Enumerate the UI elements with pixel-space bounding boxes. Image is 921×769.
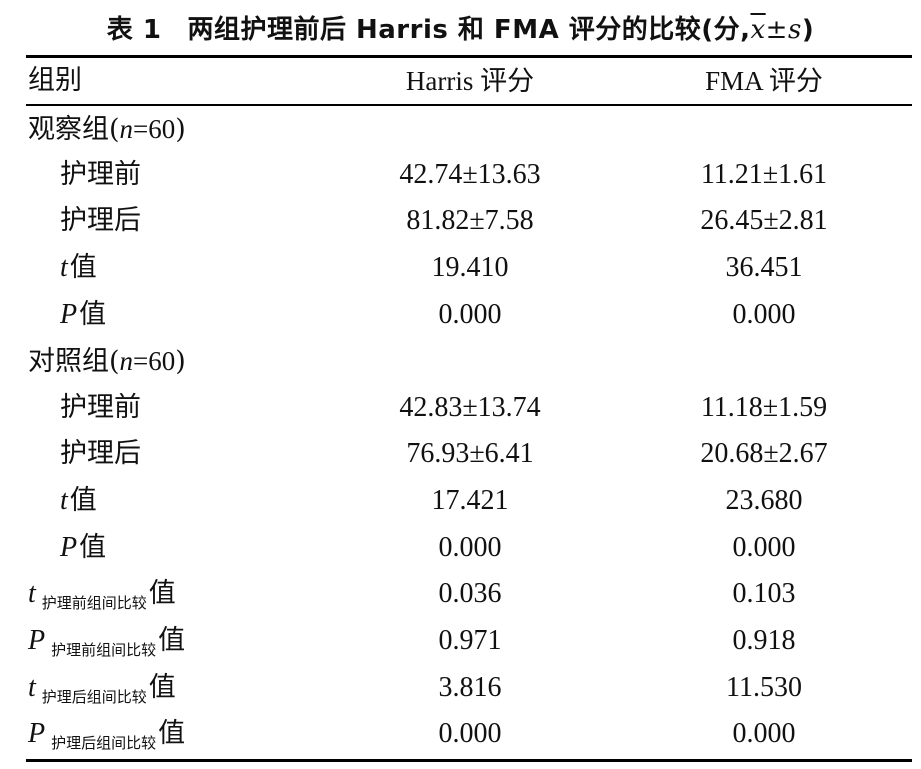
harris-value: 81.82±7.58 [406, 205, 534, 236]
row-label: P 护理后组间比较值 [28, 718, 186, 752]
fma-value: 11.18±1.59 [700, 392, 828, 423]
harris-value: 76.93±6.41 [406, 438, 534, 469]
row-label: t值 [60, 252, 97, 283]
header-harris: Harris 评分 [405, 66, 535, 96]
harris-value: 42.83±13.74 [399, 392, 541, 423]
fma-value: 20.68±2.67 [700, 438, 828, 469]
comparison-row: t 护理前组间比较值 0.036 0.103 [26, 571, 912, 617]
harris-value: 0.971 [438, 625, 502, 656]
table-row: 护理前 42.74±13.63 11.21±1.61 [26, 152, 912, 198]
fma-value: 11.530 [726, 672, 802, 703]
fma-value: 26.45±2.81 [700, 205, 828, 236]
table-row: P值 0.000 0.000 [26, 525, 912, 571]
harris-value: 0.036 [438, 578, 502, 609]
caption-xbar: x [750, 15, 766, 45]
harris-value: 0.000 [438, 532, 502, 563]
group-heading-control: 对照组(n=60) [26, 338, 912, 384]
fma-value: 0.000 [732, 532, 796, 563]
harris-value: 17.421 [431, 485, 509, 516]
table-row: P值 0.000 0.000 [26, 292, 912, 338]
table-row: t值 19.410 36.451 [26, 245, 912, 291]
fma-value: 36.451 [725, 252, 803, 283]
caption-close: ) [801, 15, 815, 45]
table-row: 护理后 81.82±7.58 26.45±2.81 [26, 198, 912, 244]
fma-value: 11.21±1.61 [700, 159, 828, 190]
header-fma: FMA 评分 [705, 66, 823, 96]
group-name: 观察组(n=60) [28, 114, 186, 145]
fma-value: 23.680 [725, 485, 803, 516]
bottom-rule [26, 759, 912, 762]
comparison-row: P 护理前组间比较值 0.971 0.918 [26, 618, 912, 664]
caption-label: 表 1 [106, 15, 162, 45]
header-rule [26, 104, 912, 106]
row-label: 护理前 [60, 159, 141, 190]
row-label: t 护理后组间比较值 [28, 672, 176, 706]
row-label: P值 [60, 532, 107, 563]
group-name: 对照组(n=60) [28, 346, 186, 377]
row-label: t 护理前组间比较值 [28, 578, 176, 612]
header-group: 组别 [28, 65, 82, 96]
caption-text: 两组护理前后 Harris 和 FMA 评分的比较(分, [187, 15, 751, 45]
header-row: 组别 Harris 评分 FMA 评分 [26, 58, 912, 104]
table-caption: 表 1 两组护理前后 Harris 和 FMA 评分的比较(分,x±s) [0, 8, 921, 52]
group-heading-observation: 观察组(n=60) [26, 106, 912, 152]
table-row: 护理后 76.93±6.41 20.68±2.67 [26, 431, 912, 477]
caption-plusminus: ± [765, 15, 788, 45]
top-rule [26, 55, 912, 58]
harris-value: 3.816 [438, 672, 502, 703]
row-label: P值 [60, 299, 107, 330]
row-label: t值 [60, 485, 97, 516]
harris-value: 0.000 [438, 299, 502, 330]
harris-value: 42.74±13.63 [399, 159, 541, 190]
fma-value: 0.000 [732, 718, 796, 749]
row-label: 护理前 [60, 392, 141, 423]
fma-value: 0.000 [732, 299, 796, 330]
comparison-row: P 护理后组间比较值 0.000 0.000 [26, 711, 912, 757]
harris-value: 0.000 [438, 718, 502, 749]
harris-value: 19.410 [431, 252, 509, 283]
row-label: P 护理前组间比较值 [28, 625, 186, 659]
comparison-row: t 护理后组间比较值 3.816 11.530 [26, 665, 912, 711]
row-label: 护理后 [60, 205, 141, 236]
fma-value: 0.103 [732, 578, 796, 609]
table-row: t值 17.421 23.680 [26, 478, 912, 524]
fma-value: 0.918 [732, 625, 796, 656]
caption-s: s [787, 15, 802, 45]
table-row: 护理前 42.83±13.74 11.18±1.59 [26, 385, 912, 431]
row-label: 护理后 [60, 438, 141, 469]
